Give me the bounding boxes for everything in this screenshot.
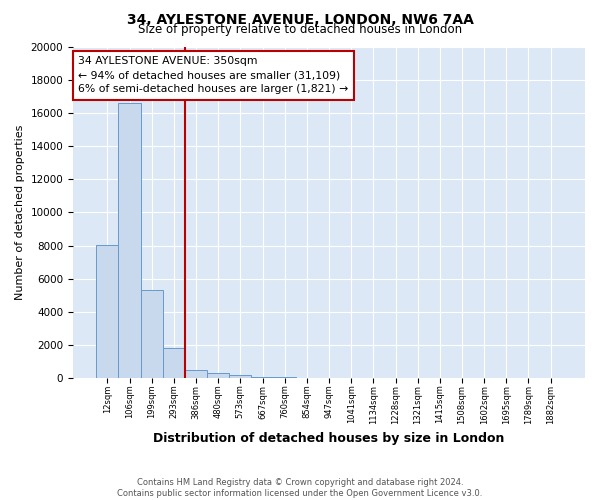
Text: Contains HM Land Registry data © Crown copyright and database right 2024.
Contai: Contains HM Land Registry data © Crown c… (118, 478, 482, 498)
X-axis label: Distribution of detached houses by size in London: Distribution of detached houses by size … (154, 432, 505, 445)
Text: 34, AYLESTONE AVENUE, LONDON, NW6 7AA: 34, AYLESTONE AVENUE, LONDON, NW6 7AA (127, 12, 473, 26)
Bar (251, 376, 274, 378)
Text: Size of property relative to detached houses in London: Size of property relative to detached ho… (138, 22, 462, 36)
Bar (207, 374, 229, 378)
Bar (118, 103, 140, 378)
Text: 34 AYLESTONE AVENUE: 350sqm
← 94% of detached houses are smaller (31,109)
6% of : 34 AYLESTONE AVENUE: 350sqm ← 94% of det… (78, 56, 349, 94)
Bar (229, 376, 251, 378)
Y-axis label: Number of detached properties: Number of detached properties (15, 124, 25, 300)
Bar (140, 290, 163, 378)
Bar (185, 370, 207, 378)
Bar (163, 348, 185, 378)
Bar (96, 244, 118, 378)
